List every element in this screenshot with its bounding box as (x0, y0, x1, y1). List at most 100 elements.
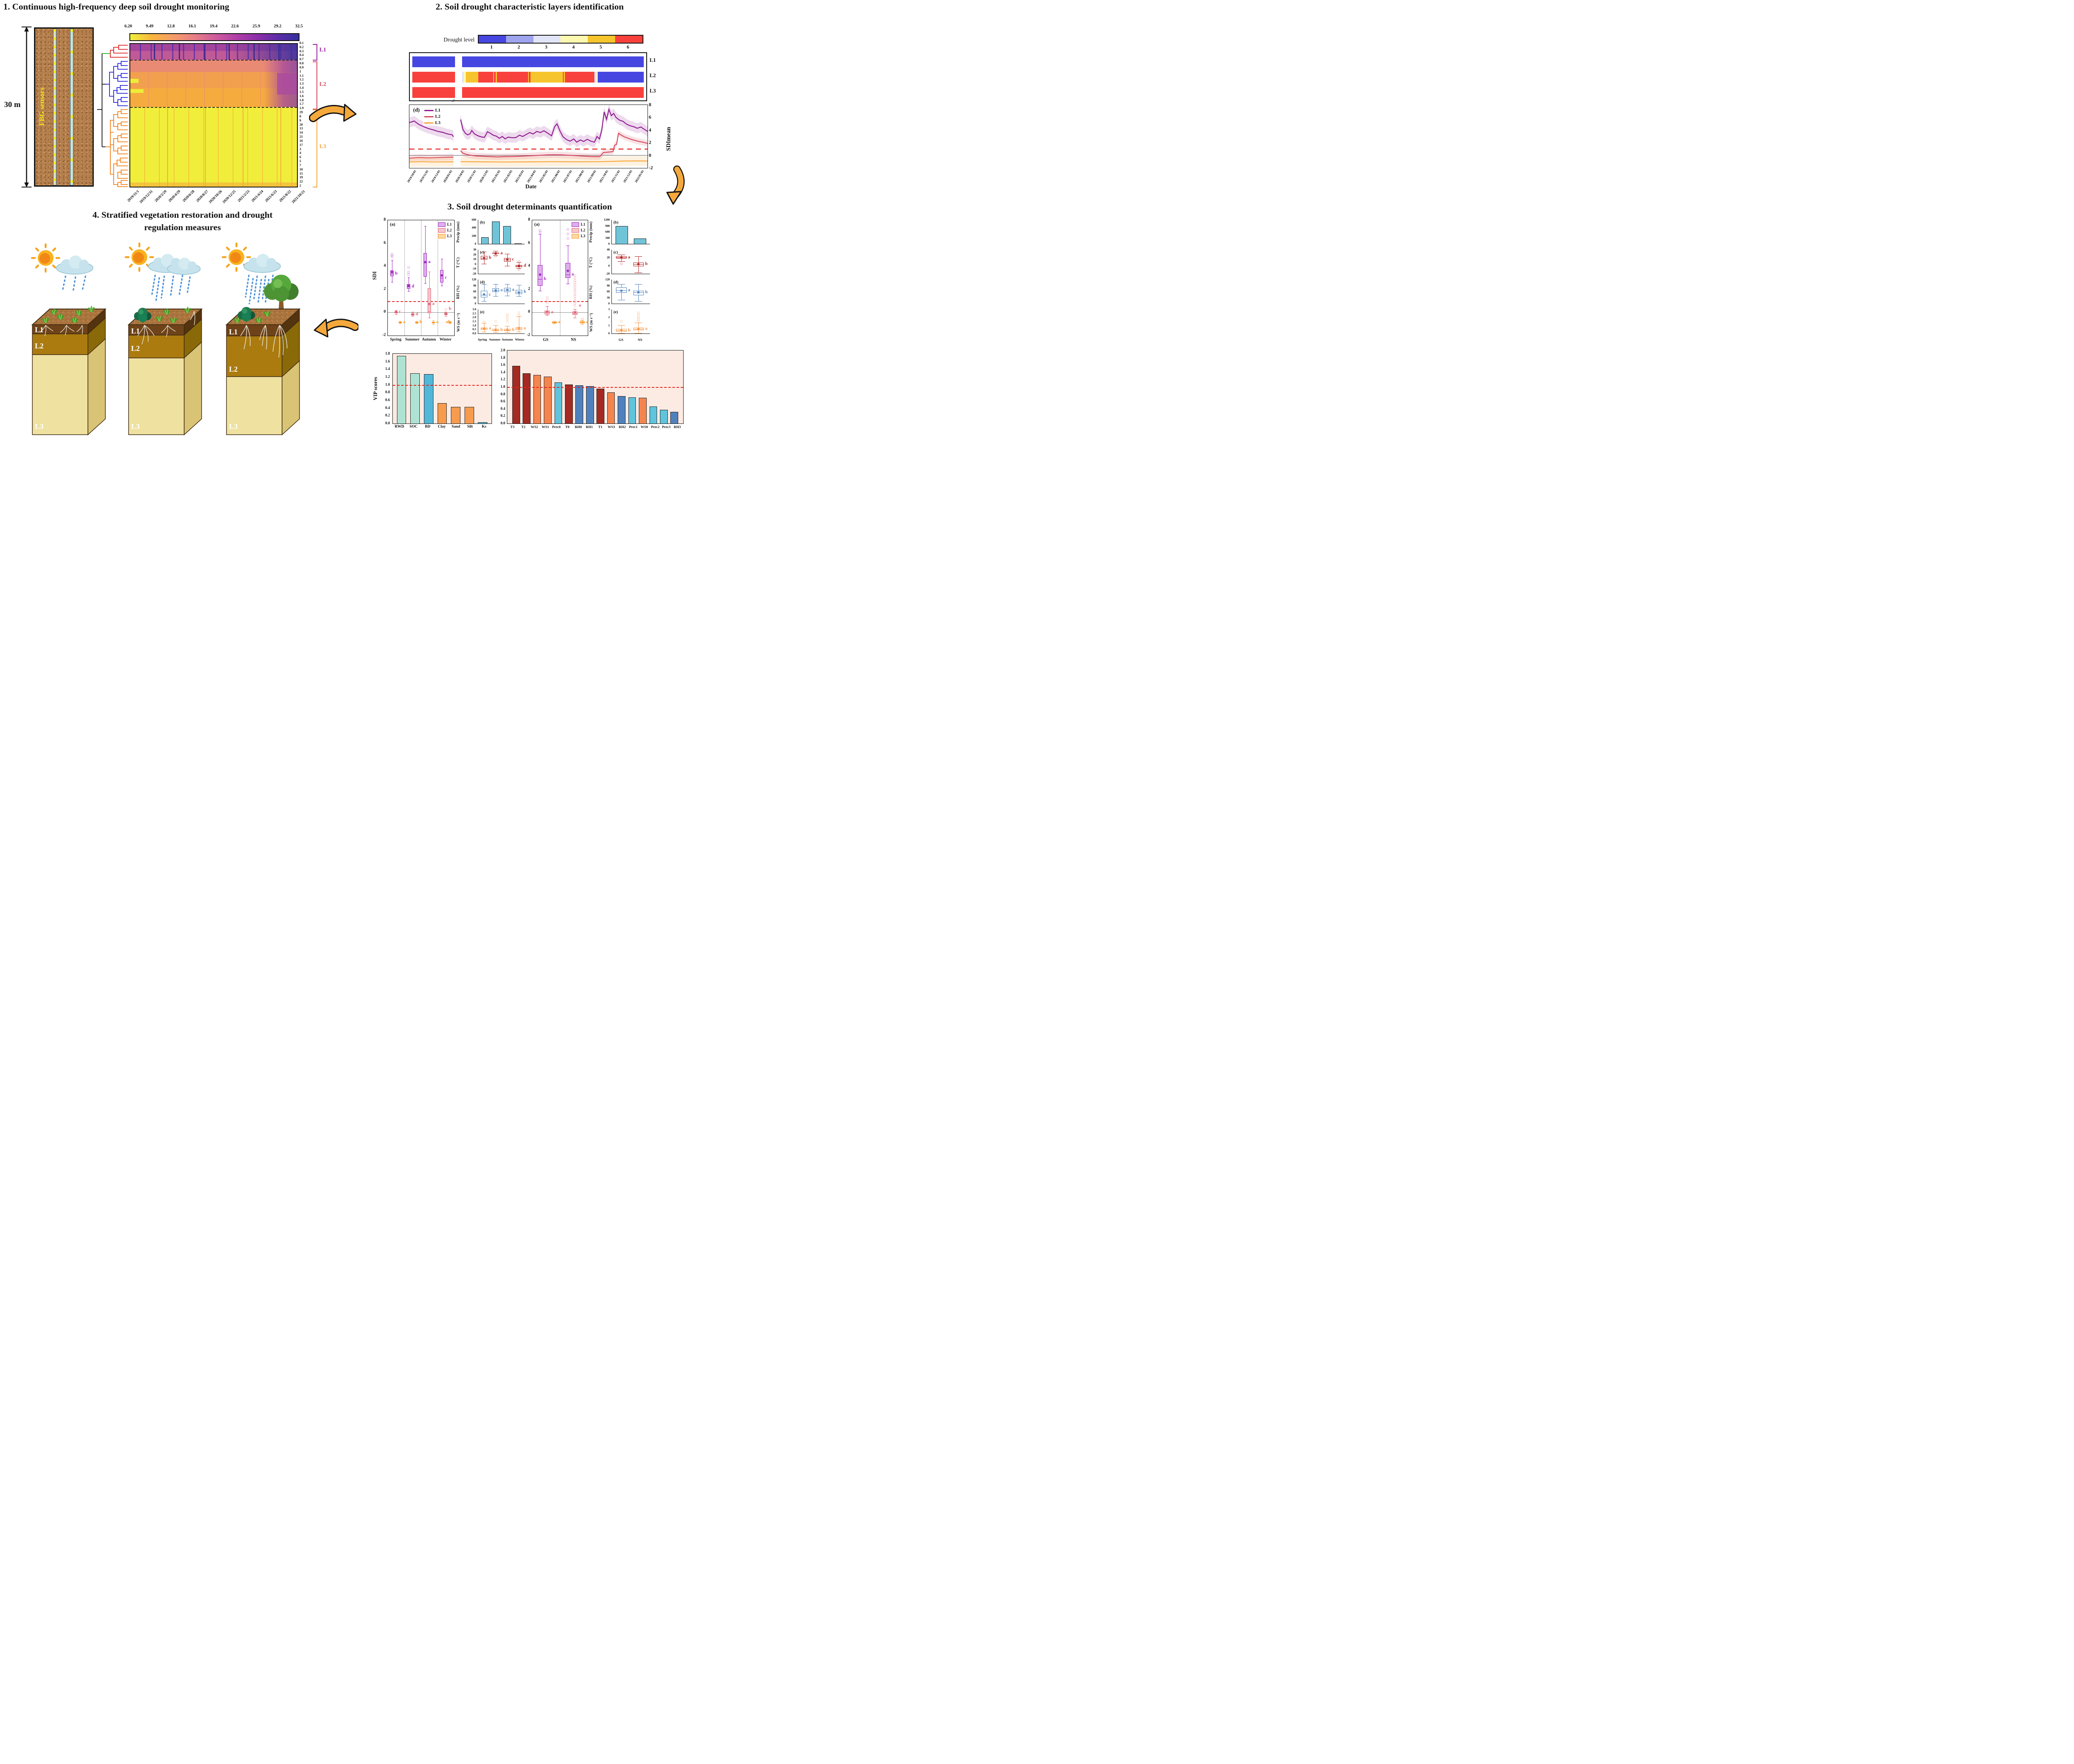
legend-label: L1 (435, 108, 441, 113)
rain-icon (151, 275, 191, 302)
bracket-L2-label: L2 (319, 81, 326, 88)
rh-gsns-yticks: 120 90 60 30 0 (605, 278, 610, 305)
whisker-cap (493, 325, 498, 326)
legend-label: L2 (580, 228, 585, 233)
outlier (574, 302, 577, 305)
cluster-dendrogram (97, 45, 128, 187)
level-segment (462, 72, 464, 83)
legend-label: L3 (447, 234, 452, 238)
variable-label: WS2 (531, 425, 538, 429)
median-line (431, 322, 435, 323)
t-ylabel: T (°C) (456, 257, 460, 268)
bar-Sand (451, 406, 461, 423)
bar-RH1 (586, 386, 594, 423)
heatmap-colorbar-ticks: 6.20 9.49 12.8 16.1 19.4 22.6 25.9 29.2 32.5 (124, 24, 303, 29)
legend-item-L1: L1 (438, 222, 452, 227)
legend-label: L2 (435, 114, 441, 119)
fbg-cable-1 (53, 29, 56, 185)
mean-marker (518, 265, 520, 267)
box (428, 288, 431, 313)
heatmap-wet-patch (130, 89, 144, 93)
layer-label-L1: L1 (35, 326, 44, 334)
panel-d2-letter: (d) (613, 280, 618, 285)
whisker-cap (395, 314, 397, 315)
ws-ylabel: WS (m s⁻¹) (457, 313, 461, 332)
sdimean-ylabel: SDImean (665, 127, 672, 151)
level-segment (528, 72, 531, 83)
outlier (566, 237, 569, 240)
whisker-cap (493, 332, 498, 333)
bar-RWD (397, 355, 407, 423)
reference-line (532, 301, 588, 302)
variable-label: Sand (451, 425, 460, 429)
heatmap-bottom-row (130, 182, 297, 187)
sun-icon (32, 244, 59, 272)
period-label: NS (571, 338, 576, 342)
layer-label-L1: L1 (229, 328, 238, 336)
outlier (445, 308, 447, 311)
significance-letter: d (416, 311, 419, 316)
significance-letter: a (489, 326, 491, 331)
rh-seasonal-yticks: 120 90 60 30 0 (472, 278, 476, 305)
outlier (538, 229, 541, 232)
mean-marker (494, 252, 497, 255)
sdi-seasonal-legend: L1 L2 L3 (436, 221, 453, 239)
soil-block (127, 308, 203, 436)
whisker-cap (635, 301, 643, 302)
level-segment (528, 72, 529, 83)
significance-letter: a (586, 319, 589, 325)
outlier (546, 299, 549, 302)
significance-letter: c (489, 292, 491, 297)
layer-boundary-dash (130, 60, 297, 61)
mean-marker (494, 328, 497, 331)
level-segment (531, 72, 563, 83)
outlier (637, 315, 640, 318)
vip-soil-yticks: 1.8 1.6 1.4 1.2 1.0 0.8 0.6 0.4 0.2 0.0 (385, 351, 390, 425)
L2-swatch (438, 228, 445, 233)
sdi-seasonal-boxplot: (a) L1 L2 L3 b d a c c d a b a b a ab (387, 220, 455, 336)
axis-break-mark: // (452, 98, 455, 103)
outlier (637, 311, 640, 314)
bars (478, 220, 525, 244)
gsns-labels-right: GS NS (611, 338, 650, 342)
significance-letter: b (628, 327, 630, 333)
arrow-step2-to-step3 (666, 165, 685, 205)
variable-label: T2 (521, 425, 526, 429)
heatmap-band-L2 (130, 60, 297, 107)
significance-letter: b (419, 319, 422, 325)
ws-seasonal-yticks: 3.0 2.5 2.0 1.5 1.0 0.5 0.0 (472, 308, 476, 335)
outlier (574, 286, 577, 289)
bar-T2 (523, 373, 531, 423)
panel1-title: 1. Continuous high-frequency deep soil d… (3, 2, 229, 12)
layer-label-L2: L2 (131, 344, 140, 353)
precip-seasonal-bars: (b) (478, 220, 525, 244)
mean-marker (637, 291, 640, 294)
outlier (546, 296, 549, 299)
depth-label: 30 m (4, 100, 21, 109)
period-label: GS (543, 338, 549, 342)
outlier (518, 311, 520, 314)
gsns-labels: GS NS (532, 338, 587, 342)
outlier (391, 253, 394, 255)
t-seasonal-yticks: 30 20 10 0 -10 -20 (472, 248, 476, 275)
period-label: GS (618, 338, 623, 342)
fbg-sensors-label: FBG sensors (38, 87, 46, 126)
reference-line (388, 312, 454, 313)
bar-T1 (596, 389, 605, 423)
precip-gsns-bars: (b) (611, 220, 650, 244)
whisker-cap (395, 310, 397, 311)
panel-d-letter: (d) (480, 280, 485, 285)
whisker-cap (516, 296, 521, 297)
season-label: Spring (390, 338, 402, 342)
season-label: Summer (489, 338, 501, 341)
L1-swatch (438, 222, 445, 227)
outlier (506, 313, 509, 316)
whisker-cap (407, 291, 410, 292)
t-gsns-ylabel: T (°C) (589, 257, 593, 268)
sdimean-timeseries-plot (409, 105, 648, 168)
panel-a-letter: (a) (390, 222, 395, 227)
season-label: Spring (478, 338, 487, 341)
mean-marker (620, 290, 623, 292)
significance-letter: c (512, 257, 514, 262)
